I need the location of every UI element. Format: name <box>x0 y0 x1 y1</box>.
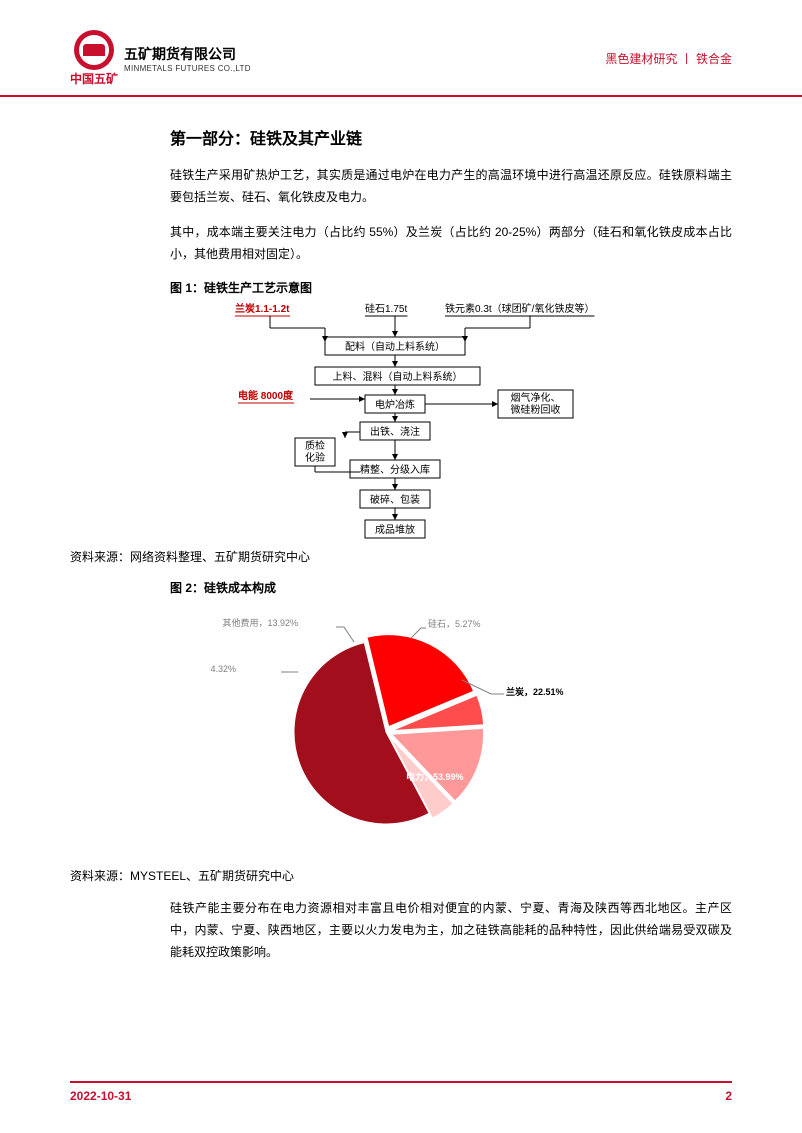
footer-date: 2022-10-31 <box>70 1089 131 1103</box>
logo-left: 中国五矿 <box>70 30 118 87</box>
figure-2-source: 资料来源：MYSTEEL、五矿期货研究中心 <box>70 867 732 884</box>
logo-company-en: MINMETALS FUTURES CO.,LTD <box>124 64 251 73</box>
svg-text:电能 8000度: 电能 8000度 <box>238 389 294 402</box>
flowchart-svg: 兰炭1.1-1.2t 硅石1.75t 铁元素0.3t（球团矿/氧化铁皮等） 配料（自动… <box>210 302 650 542</box>
svg-text:破碎、包装: 破碎、包装 <box>370 493 420 506</box>
svg-text:烟气净化、: 烟气净化、 <box>511 391 561 404</box>
page-footer: 2022-10-31 2 <box>70 1081 732 1103</box>
svg-text:精整、分级入库: 精整、分级入库 <box>360 463 430 476</box>
logo-block: 中国五矿 五矿期货有限公司 MINMETALS FUTURES CO.,LTD <box>70 30 251 87</box>
logo-icon <box>74 30 114 70</box>
svg-text:硅石1.75t: 硅石1.75t <box>365 302 407 315</box>
logo-brand-cn: 中国五矿 <box>70 70 118 87</box>
svg-text:上料、混料（自动上料系统）: 上料、混料（自动上料系统） <box>333 370 463 383</box>
content: 第一部分：硅铁及其产业链 硅铁生产采用矿热炉工艺，其实质是通过电炉在电力产生的高… <box>0 97 802 963</box>
figure-2-title: 图 2：硅铁成本构成 <box>170 579 732 596</box>
pie-chart-svg: 电力，53.99% 兰炭，22.51% 硅石，5.27% 其他费用，13.92% 氧化铁… <box>206 602 596 857</box>
flowchart: 兰炭1.1-1.2t 硅石1.75t 铁元素0.3t（球团矿/氧化铁皮等） 配料（自动… <box>210 302 650 542</box>
header-category: 黑色建材研究 丨 铁合金 <box>605 50 732 67</box>
svg-text:其他费用，13.92%: 其他费用，13.92% <box>222 617 298 628</box>
svg-text:氧化铁皮，4.32%: 氧化铁皮，4.32% <box>206 663 236 674</box>
svg-text:成品堆放: 成品堆放 <box>375 523 415 536</box>
footer-page: 2 <box>725 1089 732 1103</box>
svg-text:配料（自动上料系统）: 配料（自动上料系统） <box>345 340 445 353</box>
svg-text:微硅粉回收: 微硅粉回收 <box>511 403 561 416</box>
svg-text:兰炭1.1-1.2t: 兰炭1.1-1.2t <box>235 302 290 315</box>
svg-text:硅石，5.27%: 硅石，5.27% <box>428 618 481 629</box>
svg-text:铁元素0.3t（球团矿/氧化铁皮等）: 铁元素0.3t（球团矿/氧化铁皮等） <box>445 302 594 315</box>
svg-text:电力，53.99%: 电力，53.99% <box>406 771 464 782</box>
logo-text: 五矿期货有限公司 MINMETALS FUTURES CO.,LTD <box>124 44 251 73</box>
paragraph-2: 其中，成本端主要关注电力（占比约 55%）及兰炭（占比约 20-25%）两部分（… <box>170 222 732 265</box>
paragraph-3: 硅铁产能主要分布在电力资源相对丰富且电价相对便宜的内蒙、宁夏、青海及陕西等西北地… <box>170 898 732 963</box>
page-header: 中国五矿 五矿期货有限公司 MINMETALS FUTURES CO.,LTD … <box>0 0 802 97</box>
svg-text:质检: 质检 <box>305 439 325 452</box>
paragraph-1: 硅铁生产采用矿热炉工艺，其实质是通过电炉在电力产生的高温环境中进行高温还原反应。… <box>170 165 732 208</box>
section-title: 第一部分：硅铁及其产业链 <box>170 125 732 149</box>
pie-chart: 电力，53.99% 兰炭，22.51% 硅石，5.27% 其他费用，13.92% 氧化铁… <box>70 602 732 857</box>
svg-text:化验: 化验 <box>305 451 325 464</box>
svg-text:出铁、浇注: 出铁、浇注 <box>370 425 420 438</box>
logo-company-cn: 五矿期货有限公司 <box>124 44 251 64</box>
figure-1-title: 图 1：硅铁生产工艺示意图 <box>170 279 732 296</box>
svg-text:兰炭，22.51%: 兰炭，22.51% <box>506 686 564 697</box>
svg-text:电炉冶炼: 电炉冶炼 <box>375 398 415 411</box>
figure-1-source: 资料来源：网络资料整理、五矿期货研究中心 <box>70 548 732 565</box>
